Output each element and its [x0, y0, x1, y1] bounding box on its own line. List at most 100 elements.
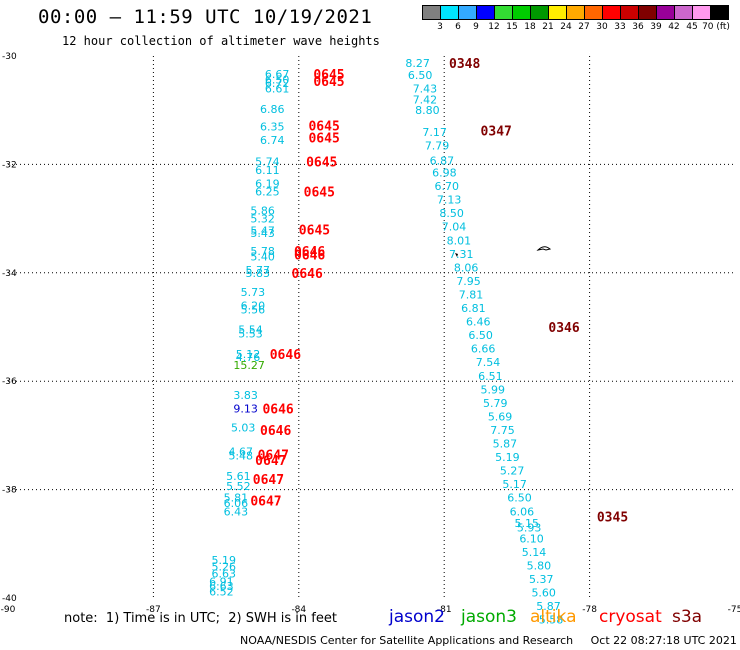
y-tick-label: -40: [2, 594, 17, 604]
wave-height-value: 6.10: [519, 532, 544, 545]
wave-height-value: 7.13: [437, 194, 462, 207]
wave-height-value: 5.14: [522, 546, 547, 559]
pass-time-label: 0347: [481, 124, 512, 139]
wave-height-value: 5.99: [481, 383, 506, 396]
legend-label: 21: [542, 22, 554, 32]
legend-label: 70 (ft): [702, 22, 730, 32]
pass-time-label: 0647: [258, 448, 289, 463]
wave-height-value: 6.91: [209, 576, 234, 589]
wave-height-value: 5.56: [241, 304, 266, 317]
y-tick-label: -36: [2, 377, 17, 387]
footer-note: note: 1) Time is in UTC; 2) SWH is in fe…: [64, 611, 337, 626]
wave-height-value: 6.52: [209, 585, 234, 598]
wave-height-value: 6.72: [265, 77, 290, 90]
wave-height-value: 6.86: [260, 103, 285, 116]
legend-label: 27: [578, 22, 590, 32]
wave-height-value: 7.04: [442, 221, 467, 234]
pass-time-label: 0645: [306, 156, 337, 171]
x-tick-label: -84: [291, 605, 306, 615]
wave-height-value: 5.48: [229, 449, 254, 462]
wave-height-value: 5.79: [483, 397, 508, 410]
pass-times: 0645064506450645064506450645064606460646…: [250, 57, 628, 526]
x-tick-label: -90: [1, 605, 16, 615]
wave-height-value: 5.52: [226, 480, 251, 493]
legend-label: 33: [614, 22, 626, 32]
island-dot: [455, 253, 458, 257]
pass-time-label: 0645: [313, 68, 344, 83]
wave-height-value: 5.12: [236, 348, 261, 361]
legend-label: 36: [632, 22, 644, 32]
wave-height-value: 6.63: [212, 568, 237, 581]
wave-height-value: 8.50: [439, 207, 464, 220]
wave-height-value: 5.87: [536, 600, 561, 613]
wave-height-value: 8.06: [454, 261, 479, 274]
wave-height-value: 8.80: [415, 104, 440, 117]
wave-height-value: 9.13: [233, 402, 258, 415]
wave-height-value: 8.27: [405, 57, 430, 70]
color-legend: 3 6 9 12 15 18 21 24 27 30 33 36 39 42 45 70 (ft): [422, 5, 734, 45]
wave-height-value: 6.25: [255, 186, 280, 199]
legend-label: 3: [437, 22, 443, 32]
wave-height-value: 6.81: [461, 302, 486, 315]
wave-height-value: 5.15: [514, 517, 539, 530]
wave-height-value: 6.66: [471, 343, 496, 356]
wave-height-value: 5.77: [245, 264, 270, 277]
wave-height-value: 5.86: [250, 204, 274, 217]
x-tick-label: -81: [437, 605, 452, 615]
legend-label: 42: [668, 22, 680, 32]
island-outline: [455, 246, 552, 257]
wave-height-value: 7.95: [456, 275, 481, 288]
wave-height-value: 4.67: [229, 446, 254, 459]
legend-swatch: [710, 5, 729, 20]
legend-label: 15: [506, 22, 518, 32]
legend-label: 24: [560, 22, 572, 32]
wave-height-value: 5.80: [527, 559, 552, 572]
pass-time-label: 0646: [294, 248, 325, 263]
legend-label: 39: [650, 22, 662, 32]
wave-height-value: 5.37: [529, 573, 554, 586]
wave-height-value: 7.17: [422, 126, 447, 139]
wave-height-value: 5.19: [495, 451, 519, 464]
wave-height-value: 5.69: [488, 410, 513, 423]
satellite-name: jason2: [389, 607, 445, 627]
wave-height-value: 7.79: [425, 139, 450, 152]
satellite-name: cryosat: [599, 607, 662, 627]
satellite-name: altika: [530, 607, 577, 627]
pass-time-label: 0645: [308, 131, 339, 146]
wave-height-value: 5.54: [238, 324, 263, 337]
pass-time-label: 0647: [253, 473, 284, 488]
legend-label: 12: [488, 22, 500, 32]
pass-time-label: 0645: [299, 223, 330, 238]
x-tick-label: -75: [728, 605, 740, 615]
y-tick-label: -30: [2, 52, 17, 62]
wave-height-value: 7.42: [413, 93, 438, 106]
pass-time-label: 0645: [308, 119, 339, 134]
wave-height-value: 6.43: [224, 505, 249, 518]
x-tick-label: -78: [582, 605, 597, 615]
wave-height-value: 5.53: [238, 328, 263, 341]
wave-height-value: 6.87: [430, 155, 455, 168]
wave-height-value: 5.61: [226, 470, 251, 483]
legend-label: 45: [686, 22, 698, 32]
wave-height-value: 7.31: [449, 248, 474, 261]
wave-height-value: 5.19: [212, 554, 237, 567]
map-subtitle: 12 hour collection of altimeter wave hei…: [62, 34, 380, 48]
wave-values: 6.676.506.726.616.866.356.745.746.116.19…: [209, 57, 563, 627]
wave-height-value: 6.46: [466, 316, 491, 329]
wave-height-value: 6.50: [408, 69, 433, 82]
wave-height-value: 6.19: [255, 177, 280, 190]
y-tick-label: -34: [2, 269, 17, 279]
satellite-name: s3a: [672, 607, 703, 627]
pass-time-label: 0348: [449, 57, 480, 72]
pass-time-label: 0647: [250, 494, 281, 509]
legend-label: 6: [455, 22, 461, 32]
wave-height-value: 6.98: [432, 167, 457, 180]
island-shape: [536, 246, 552, 251]
credit-line: NOAA/NESDIS Center for Satellite Applica…: [240, 634, 737, 647]
wave-height-value: 6.06: [224, 497, 249, 510]
x-tick-label: -87: [146, 605, 161, 615]
wave-height-value: 6.61: [265, 83, 290, 96]
wave-height-value: 6.35: [260, 120, 285, 133]
wave-height-value: 8.01: [447, 234, 472, 247]
wave-height-value: 4.76: [236, 351, 261, 364]
